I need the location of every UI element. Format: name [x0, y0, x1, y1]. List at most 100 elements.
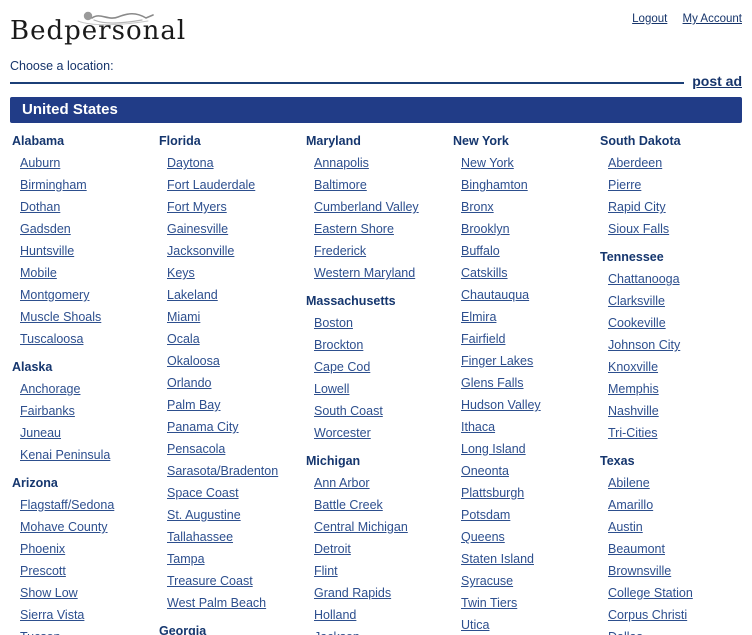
city-link-anchorage[interactable]: Anchorage — [20, 382, 81, 396]
city-link-sarasota-bradenton[interactable]: Sarasota/Bradenton — [167, 464, 279, 478]
city-link-knoxville[interactable]: Knoxville — [608, 360, 659, 374]
city-link-west-palm-beach[interactable]: West Palm Beach — [167, 596, 267, 610]
city-link-space-coast[interactable]: Space Coast — [167, 486, 239, 500]
city-link-sierra-vista[interactable]: Sierra Vista — [20, 608, 85, 622]
city-link-jacksonville[interactable]: Jacksonville — [167, 244, 235, 258]
city-link-fort-myers[interactable]: Fort Myers — [167, 200, 227, 214]
city-link-austin[interactable]: Austin — [608, 520, 643, 534]
city-link-ithaca[interactable]: Ithaca — [461, 420, 496, 434]
city-link-auburn[interactable]: Auburn — [20, 156, 61, 170]
city-link-sioux-falls[interactable]: Sioux Falls — [608, 222, 670, 236]
city-link-battle-creek[interactable]: Battle Creek — [314, 498, 383, 512]
my-account-link[interactable]: My Account — [682, 13, 742, 25]
city-link-syracuse[interactable]: Syracuse — [461, 574, 514, 588]
city-link-fairfield[interactable]: Fairfield — [461, 332, 506, 346]
city-link-college-station[interactable]: College Station — [608, 586, 693, 600]
post-ad-link[interactable]: post ad — [692, 73, 742, 89]
city-link-buffalo[interactable]: Buffalo — [461, 244, 500, 258]
city-link-staten-island[interactable]: Staten Island — [461, 552, 534, 566]
city-link-treasure-coast[interactable]: Treasure Coast — [167, 574, 253, 588]
city-link-plattsburgh[interactable]: Plattsburgh — [461, 486, 525, 500]
city-link-tucson[interactable]: Tucson — [20, 630, 61, 635]
city-link-potsdam[interactable]: Potsdam — [461, 508, 511, 522]
city-link-okaloosa[interactable]: Okaloosa — [167, 354, 220, 368]
city-link-daytona[interactable]: Daytona — [167, 156, 214, 170]
city-link-elmira[interactable]: Elmira — [461, 310, 497, 324]
city-link-juneau[interactable]: Juneau — [20, 426, 62, 440]
city-link-rapid-city[interactable]: Rapid City — [608, 200, 666, 214]
city-link-tri-cities[interactable]: Tri-Cities — [608, 426, 658, 440]
city-link-flagstaff-sedona[interactable]: Flagstaff/Sedona — [20, 498, 115, 512]
city-link-frederick[interactable]: Frederick — [314, 244, 367, 258]
city-link-boston[interactable]: Boston — [314, 316, 353, 330]
city-link-cumberland-valley[interactable]: Cumberland Valley — [314, 200, 419, 214]
city-link-beaumont[interactable]: Beaumont — [608, 542, 665, 556]
city-link-western-maryland[interactable]: Western Maryland — [314, 266, 416, 280]
city-link-prescott[interactable]: Prescott — [20, 564, 66, 578]
city-link-dothan[interactable]: Dothan — [20, 200, 61, 214]
city-link-corpus-christi[interactable]: Corpus Christi — [608, 608, 688, 622]
city-link-utica[interactable]: Utica — [461, 618, 490, 632]
city-link-tuscaloosa[interactable]: Tuscaloosa — [20, 332, 84, 346]
city-link-panama-city[interactable]: Panama City — [167, 420, 239, 434]
city-link-gainesville[interactable]: Gainesville — [167, 222, 229, 236]
city-link-miami[interactable]: Miami — [167, 310, 201, 324]
city-link-abilene[interactable]: Abilene — [608, 476, 650, 490]
city-link-glens-falls[interactable]: Glens Falls — [461, 376, 524, 390]
city-link-mobile[interactable]: Mobile — [20, 266, 57, 280]
city-link-tampa[interactable]: Tampa — [167, 552, 205, 566]
logout-link[interactable]: Logout — [632, 13, 668, 25]
city-link-show-low[interactable]: Show Low — [20, 586, 78, 600]
city-link-bronx[interactable]: Bronx — [461, 200, 494, 214]
city-link-mohave-county[interactable]: Mohave County — [20, 520, 108, 534]
city-link-ann-arbor[interactable]: Ann Arbor — [314, 476, 370, 490]
city-link-clarksville[interactable]: Clarksville — [608, 294, 665, 308]
city-link-baltimore[interactable]: Baltimore — [314, 178, 367, 192]
city-link-huntsville[interactable]: Huntsville — [20, 244, 75, 258]
city-link-brownsville[interactable]: Brownsville — [608, 564, 672, 578]
city-link-muscle-shoals[interactable]: Muscle Shoals — [20, 310, 102, 324]
city-link-pierre[interactable]: Pierre — [608, 178, 642, 192]
city-link-keys[interactable]: Keys — [167, 266, 195, 280]
city-link-amarillo[interactable]: Amarillo — [608, 498, 654, 512]
city-link-pensacola[interactable]: Pensacola — [167, 442, 226, 456]
city-link-twin-tiers[interactable]: Twin Tiers — [461, 596, 518, 610]
city-link-memphis[interactable]: Memphis — [608, 382, 659, 396]
city-link-finger-lakes[interactable]: Finger Lakes — [461, 354, 534, 368]
city-link-cookeville[interactable]: Cookeville — [608, 316, 666, 330]
city-link-central-michigan[interactable]: Central Michigan — [314, 520, 408, 534]
city-link-south-coast[interactable]: South Coast — [314, 404, 383, 418]
city-link-lakeland[interactable]: Lakeland — [167, 288, 218, 302]
city-link-gadsden[interactable]: Gadsden — [20, 222, 71, 236]
city-link-oneonta[interactable]: Oneonta — [461, 464, 509, 478]
city-link-st-augustine[interactable]: St. Augustine — [167, 508, 241, 522]
city-link-cape-cod[interactable]: Cape Cod — [314, 360, 371, 374]
city-link-orlando[interactable]: Orlando — [167, 376, 212, 390]
city-link-tallahassee[interactable]: Tallahassee — [167, 530, 234, 544]
city-link-long-island[interactable]: Long Island — [461, 442, 526, 456]
city-link-birmingham[interactable]: Birmingham — [20, 178, 87, 192]
city-link-detroit[interactable]: Detroit — [314, 542, 351, 556]
city-link-jackson[interactable]: Jackson — [314, 630, 360, 635]
city-link-montgomery[interactable]: Montgomery — [20, 288, 90, 302]
city-link-fairbanks[interactable]: Fairbanks — [20, 404, 75, 418]
city-link-brooklyn[interactable]: Brooklyn — [461, 222, 510, 236]
city-link-fort-lauderdale[interactable]: Fort Lauderdale — [167, 178, 256, 192]
city-link-grand-rapids[interactable]: Grand Rapids — [314, 586, 392, 600]
city-link-phoenix[interactable]: Phoenix — [20, 542, 66, 556]
city-link-flint[interactable]: Flint — [314, 564, 338, 578]
city-link-lowell[interactable]: Lowell — [314, 382, 350, 396]
city-link-ocala[interactable]: Ocala — [167, 332, 200, 346]
city-link-aberdeen[interactable]: Aberdeen — [608, 156, 663, 170]
city-link-worcester[interactable]: Worcester — [314, 426, 371, 440]
city-link-chautauqua[interactable]: Chautauqua — [461, 288, 530, 302]
city-link-holland[interactable]: Holland — [314, 608, 357, 622]
city-link-nashville[interactable]: Nashville — [608, 404, 659, 418]
city-link-johnson-city[interactable]: Johnson City — [608, 338, 681, 352]
city-link-new-york[interactable]: New York — [461, 156, 514, 170]
city-link-binghamton[interactable]: Binghamton — [461, 178, 528, 192]
city-link-brockton[interactable]: Brockton — [314, 338, 364, 352]
city-link-palm-bay[interactable]: Palm Bay — [167, 398, 221, 412]
city-link-annapolis[interactable]: Annapolis — [314, 156, 369, 170]
city-link-chattanooga[interactable]: Chattanooga — [608, 272, 680, 286]
